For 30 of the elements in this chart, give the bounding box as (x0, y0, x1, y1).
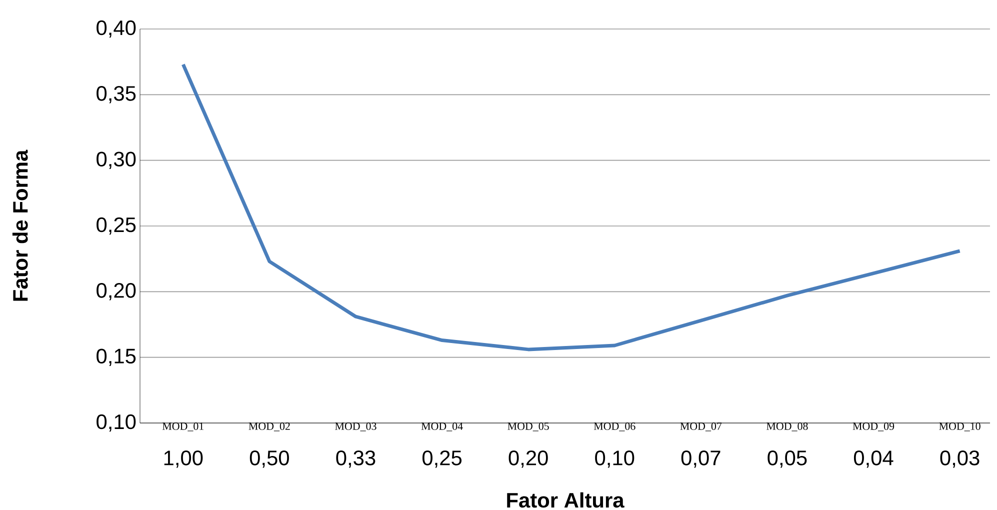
y-axis-title: Fator de Forma (12, 150, 28, 301)
y-tick-label: 0,10 (96, 414, 136, 432)
text: 0,05 (768, 450, 807, 468)
text: 0,20 (508, 450, 548, 468)
text: 0,25 (422, 450, 462, 468)
x-tick-label: MOD_02 (248, 422, 290, 432)
text: 0,33 (336, 450, 376, 468)
text: 1,00 (164, 450, 203, 468)
text: 0,04 (854, 450, 894, 468)
y-tick-label: 0,30 (96, 152, 136, 169)
x-tick-label: MOD_07 (680, 422, 722, 432)
text: 0,50 (250, 450, 289, 468)
x-tick-label: MOD_10 (939, 422, 980, 432)
y-tick-label: 0,15 (96, 348, 136, 366)
text: 0,07 (681, 450, 720, 468)
y-tick-label: 0,35 (96, 86, 136, 104)
line-series (181, 62, 962, 352)
x-axis-title: Fator Altura (507, 492, 624, 508)
y-tick-label: 0,40 (96, 20, 136, 38)
y-tick-label: 0,20 (96, 283, 136, 300)
x-tick-label: MOD_06 (594, 422, 636, 432)
x-tick-label: MOD_09 (852, 422, 894, 432)
y-tick-label: 0,25 (96, 217, 136, 235)
x-tick-label: MOD_05 (508, 422, 549, 432)
x-tick-label: MOD_08 (766, 422, 808, 432)
x-tick-label: MOD_04 (421, 422, 463, 432)
x-tick-label: MOD_01 (162, 422, 204, 432)
text: 0,10 (595, 450, 634, 468)
x-tick-label: MOD_03 (335, 422, 376, 432)
text: 0,03 (940, 450, 980, 468)
